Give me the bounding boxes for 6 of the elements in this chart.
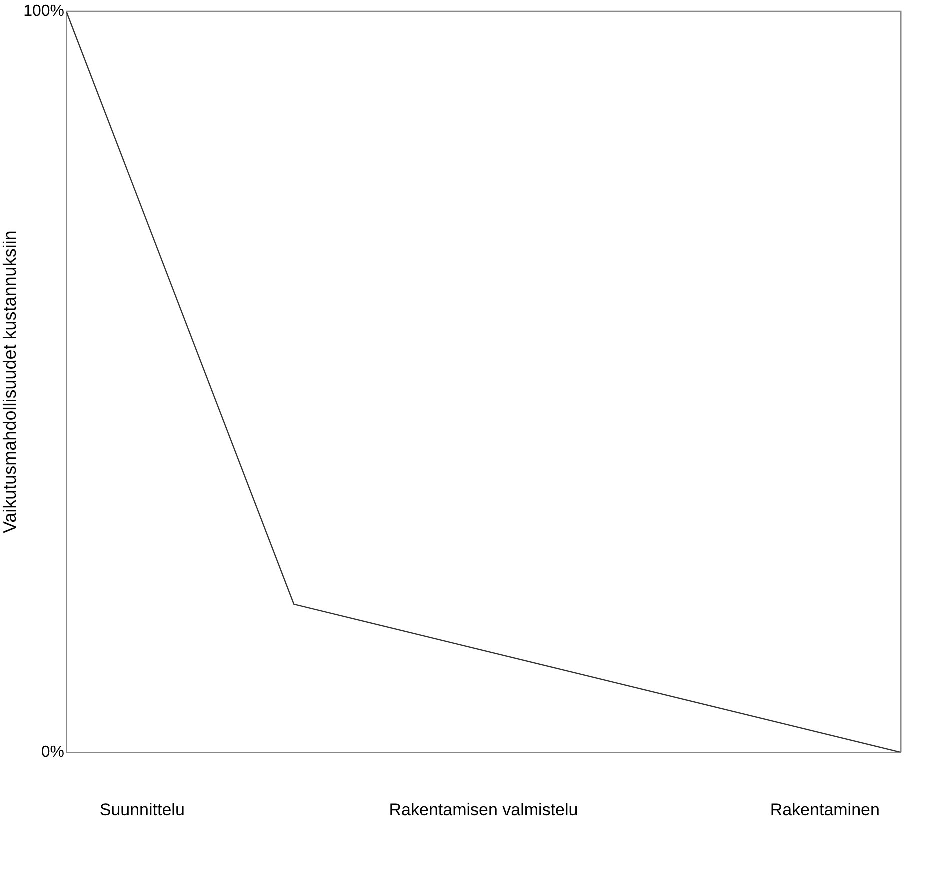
x-tick-label: Rakentaminen [770, 800, 880, 820]
x-tick-label: Suunnittelu [100, 800, 185, 820]
y-axis-title: Vaikutusmahdollisuudet kustannuksiin [0, 230, 20, 534]
x-tick-label: Rakentamisen valmistelu [389, 800, 578, 820]
y-tick-label: 0% [41, 744, 65, 762]
y-tick-label: 100% [24, 3, 65, 20]
